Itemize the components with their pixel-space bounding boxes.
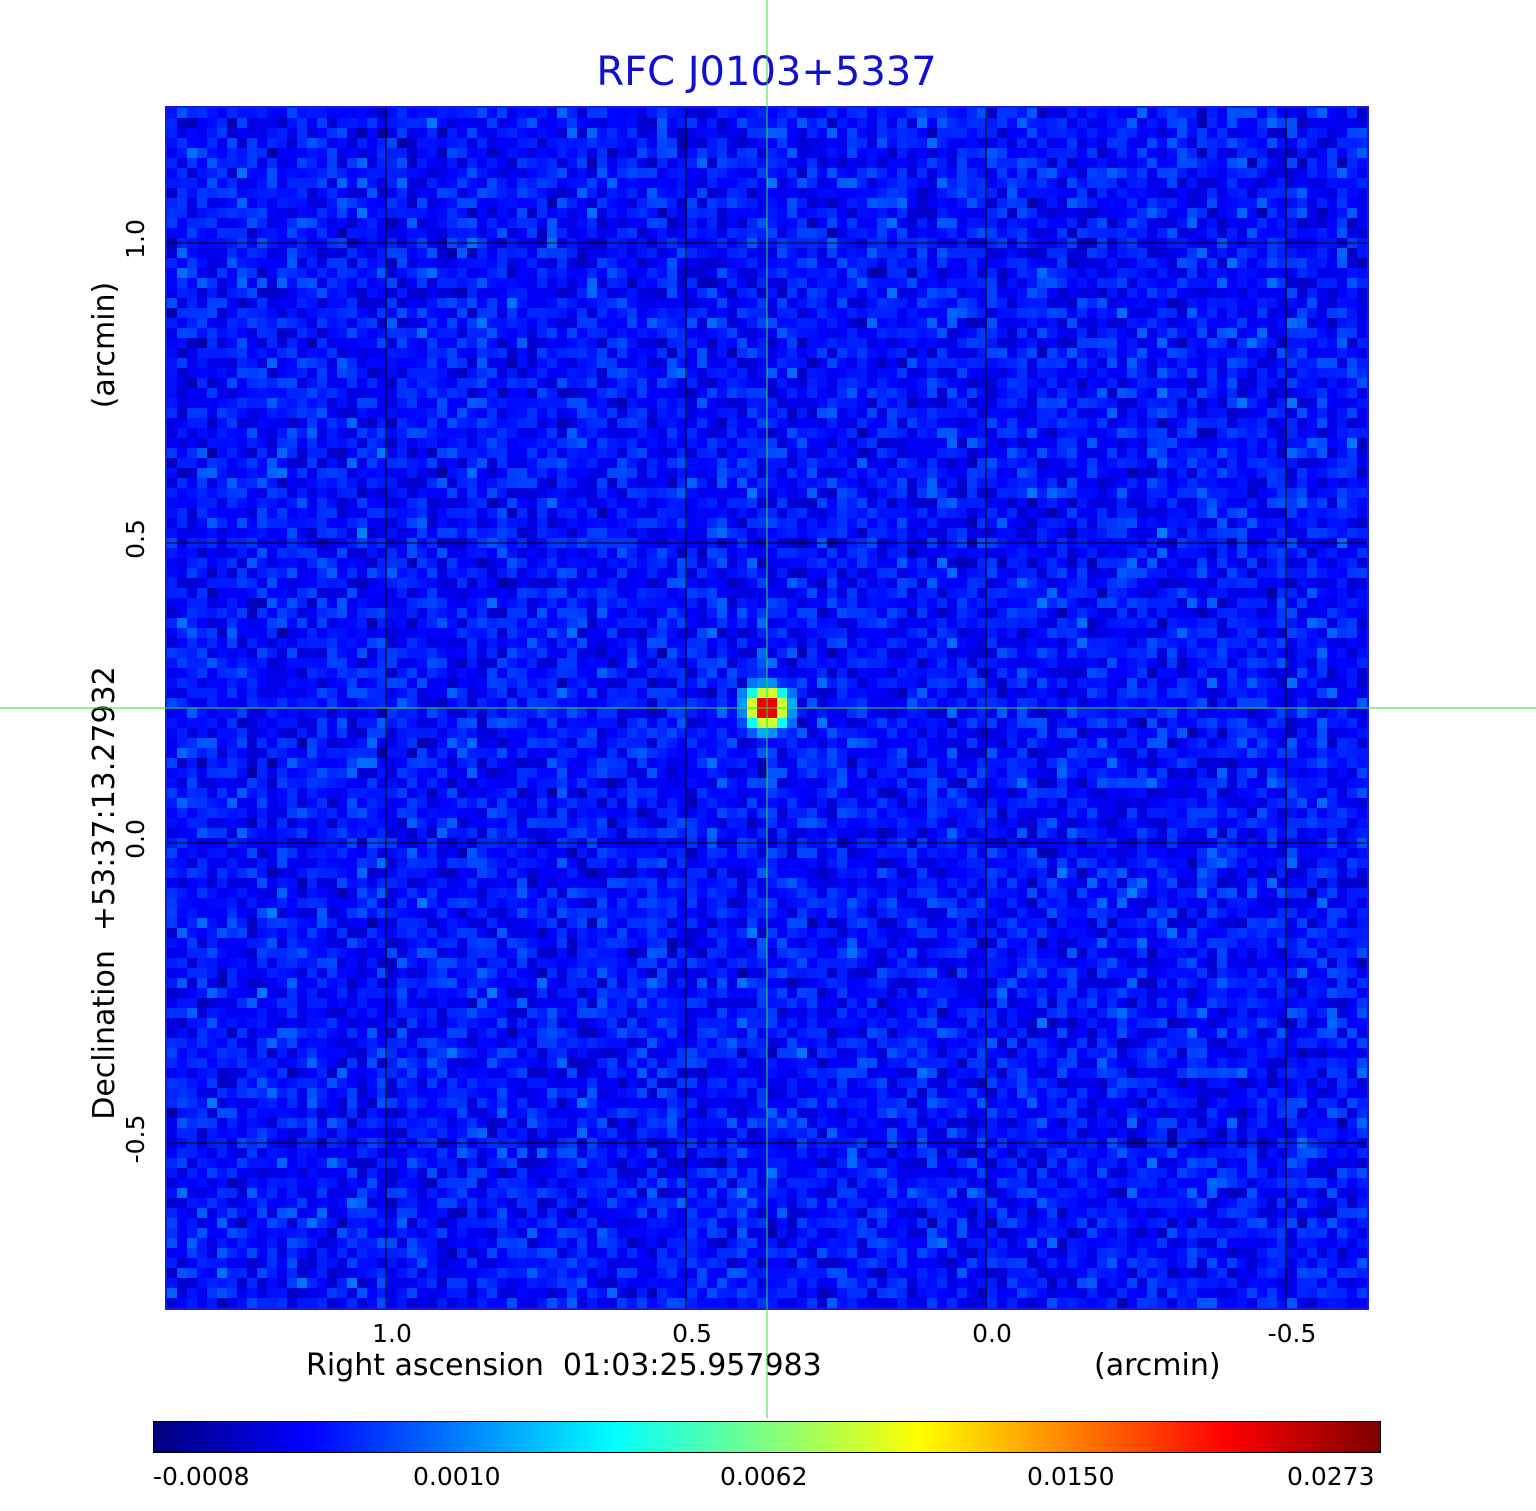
image-map <box>165 106 1369 1310</box>
colorbar-tick-label: -0.0008 <box>153 1462 250 1491</box>
x-tick-label: 0.0 <box>972 1319 1012 1348</box>
colorbar-tick-label: 0.0273 <box>1287 1462 1375 1491</box>
x-tick-label: -0.5 <box>1267 1319 1317 1348</box>
colorbar-tick-label: 0.0062 <box>720 1462 808 1491</box>
x-tick-label: 1.0 <box>372 1319 412 1348</box>
x-tick-label: 0.5 <box>672 1319 712 1348</box>
colorbar-tick-label: 0.0150 <box>1027 1462 1115 1491</box>
y-axis-unit: (arcmin) <box>87 281 122 409</box>
y-tick-label: 0.0 <box>121 819 150 859</box>
colorbar <box>153 1421 1381 1453</box>
y-tick-label: -0.5 <box>121 1114 150 1164</box>
y-tick-label: 0.5 <box>121 519 150 559</box>
colorbar-tick-label: 0.0010 <box>413 1462 501 1491</box>
y-axis-label: Declination +53:37:13.27932 <box>87 666 122 1120</box>
x-axis-label: Right ascension 01:03:25.957983 <box>306 1348 822 1383</box>
x-axis-unit: (arcmin) <box>1094 1348 1221 1383</box>
coordinate-grid <box>167 108 1367 1308</box>
chart-title: RFC J0103+5337 <box>596 49 937 95</box>
y-tick-label: 1.0 <box>121 219 150 259</box>
